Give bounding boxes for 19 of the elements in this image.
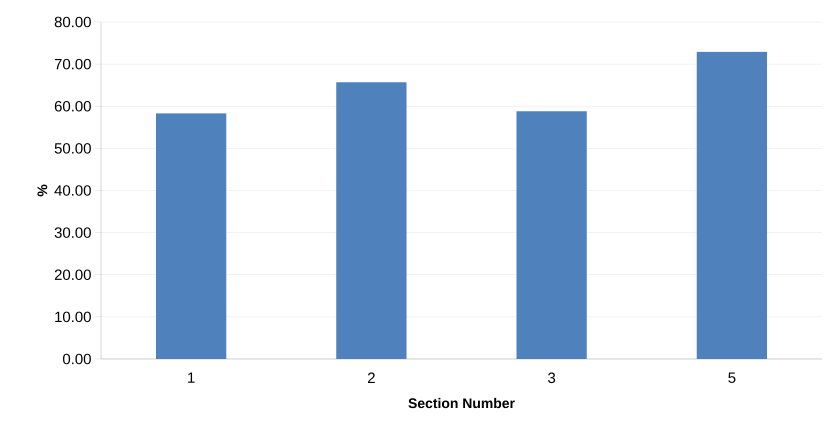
- y-tick-label: 30.00: [54, 227, 91, 238]
- y-axis-title: %: [37, 184, 48, 196]
- bar: [696, 52, 768, 359]
- y-tick-label: 20.00: [54, 269, 91, 280]
- y-tick-label: 0.00: [62, 354, 91, 364]
- bar: [156, 113, 226, 359]
- x-tick-label: 2: [368, 372, 375, 383]
- x-tick-label: 3: [548, 372, 556, 384]
- x-tick-label: 5: [728, 372, 736, 383]
- y-tick-label: 80.00: [54, 16, 91, 28]
- bar: [336, 82, 407, 359]
- y-tick-label: 60.00: [54, 100, 91, 112]
- y-tick-label: 70.00: [54, 58, 91, 70]
- x-axis-title: Section Number: [408, 398, 515, 408]
- x-tick-label: 1: [188, 372, 195, 383]
- y-tick-label: 50.00: [54, 143, 91, 154]
- y-tick-label: 10.00: [55, 312, 91, 322]
- bar: [516, 111, 587, 359]
- y-tick-label: 40.00: [54, 185, 91, 196]
